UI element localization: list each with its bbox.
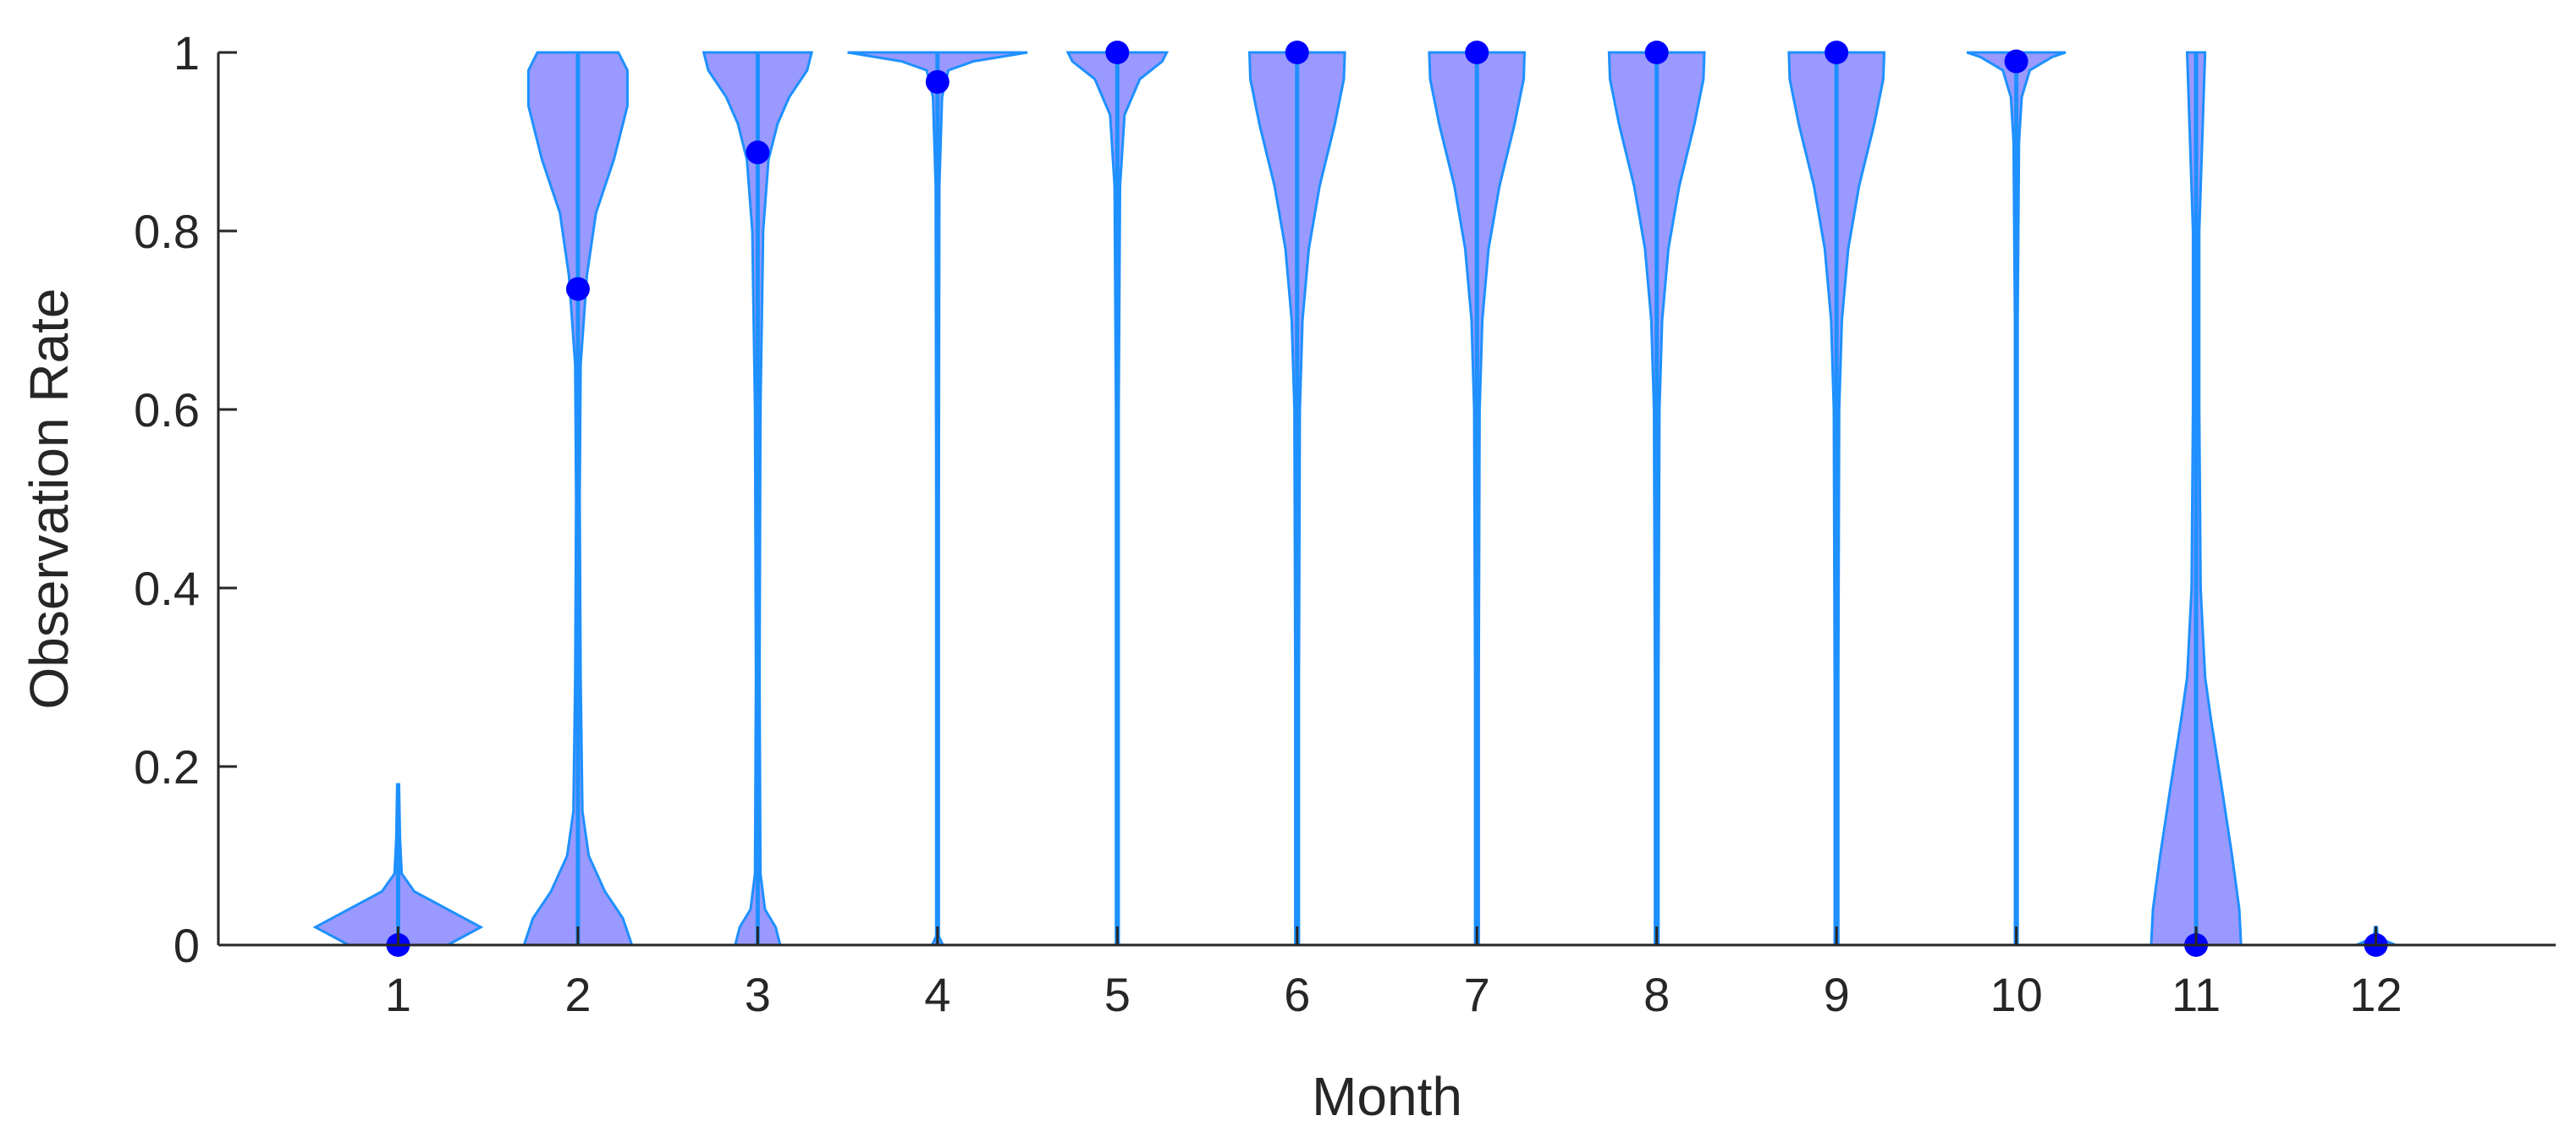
x-tick-label: 7 (1464, 968, 1490, 1021)
x-tick-label: 8 (1643, 968, 1670, 1021)
median-marker (925, 69, 949, 94)
x-tick-label: 1 (385, 968, 411, 1021)
violin-layer (312, 51, 2397, 947)
axes (217, 52, 2556, 947)
x-tick-label: 6 (1284, 968, 1310, 1021)
x-tick-label: 12 (2349, 968, 2402, 1021)
x-tick-label: 5 (1104, 968, 1131, 1021)
x-tick-label: 2 (564, 968, 591, 1021)
y-tick-layer: 0 0.2 0.4 0.6 0.8 1 (134, 26, 237, 972)
x-tick-label: 3 (745, 968, 771, 1021)
median-marker (1465, 41, 1489, 64)
x-tick-label: 11 (2171, 968, 2221, 1021)
x-axis-title: Month (1312, 1066, 1462, 1127)
median-marker (565, 277, 590, 301)
x-tick-layer: 1 2 3 4 5 6 7 8 9 10 11 12 (385, 926, 2403, 1021)
y-tick-label: 0.4 (134, 562, 200, 615)
y-tick-label: 1 (173, 26, 200, 80)
median-marker (1644, 41, 1669, 64)
median-marker (1825, 41, 1849, 64)
x-tick-label: 10 (1990, 968, 2042, 1021)
median-marker (1105, 41, 1130, 64)
x-tick-label: 4 (924, 968, 950, 1021)
median-marker (746, 140, 770, 165)
y-tick-label: 0.8 (134, 205, 200, 258)
x-tick-label: 9 (1824, 968, 1850, 1021)
median-marker-layer (386, 41, 2388, 957)
median-marker (2004, 49, 2028, 74)
y-tick-label: 0 (173, 919, 200, 972)
y-tick-label: 0.2 (134, 740, 200, 794)
y-tick-label: 0.6 (134, 383, 200, 437)
median-marker (1285, 41, 1309, 64)
y-axis-title: Observation Rate (19, 288, 80, 709)
